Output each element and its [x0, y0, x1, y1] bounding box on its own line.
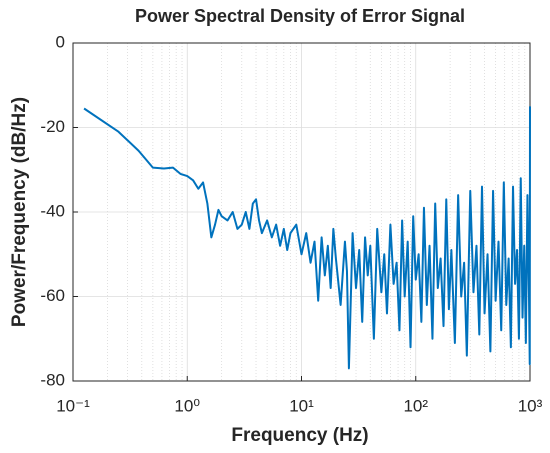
chart-title: Power Spectral Density of Error Signal — [135, 6, 465, 26]
x-axis-label: Frequency (Hz) — [231, 425, 368, 446]
x-tick-label: 10¹ — [289, 396, 314, 415]
y-tick-label: -60 — [40, 286, 65, 305]
y-tick-label: -20 — [40, 117, 65, 136]
x-tick-label: 10² — [403, 396, 428, 415]
x-tick-label: 10⁰ — [174, 396, 200, 415]
y-axis-label: Power/Frequency (dB/Hz) — [9, 97, 30, 327]
psd-line — [83, 106, 531, 370]
y-tick-label: -80 — [40, 370, 65, 389]
x-tick-label: 10⁻¹ — [56, 396, 90, 415]
y-tick-label: -40 — [40, 201, 65, 220]
y-tick-label: 0 — [56, 32, 65, 51]
x-tick-label: 10³ — [518, 396, 543, 415]
